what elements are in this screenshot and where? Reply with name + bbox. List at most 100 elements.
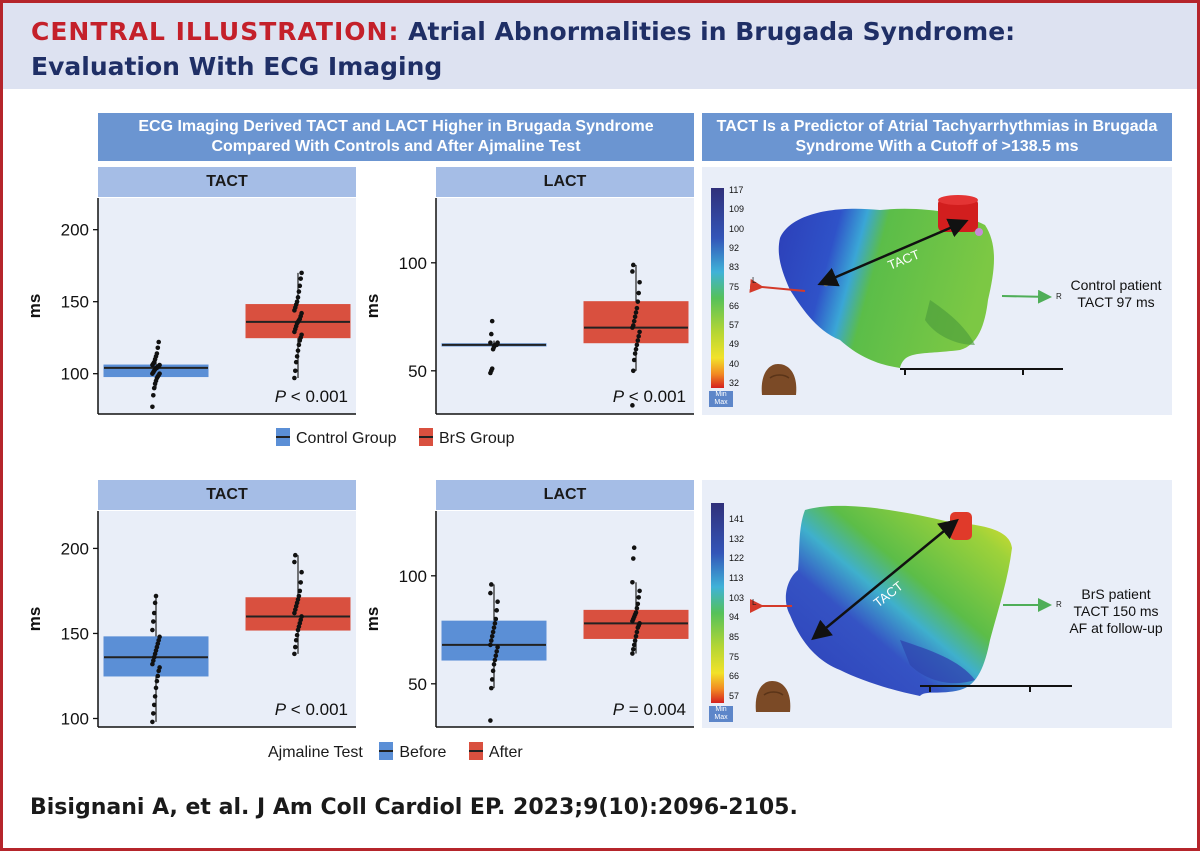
data-point-tact-groups: [294, 354, 300, 359]
data-point-lact-groups: [631, 357, 637, 363]
data-point-tact-ajmaline: [150, 627, 155, 633]
legend-label-control: Control Group: [296, 430, 397, 448]
data-point-tact-groups: [294, 299, 300, 304]
data-point-lact-ajmaline: [489, 633, 495, 639]
colorbar-tick-label: 92: [729, 242, 740, 253]
orientation-head-brs: [755, 681, 791, 712]
data-point-lact-ajmaline: [630, 579, 635, 585]
data-point-lact-groups: [636, 290, 641, 296]
legend-item-control: Control Group: [276, 428, 397, 448]
y-tick-label-tact-ajmaline: 150: [61, 624, 89, 643]
data-point-lact-ajmaline: [630, 651, 635, 656]
data-point-tact-ajmaline: [152, 600, 158, 606]
colorbar-tick-label: 49: [729, 339, 740, 350]
map-label-brs-line2: TACT 150 ms: [1073, 603, 1159, 619]
data-point-tact-groups: [292, 375, 297, 381]
facet-title-tact-groups: TACT: [98, 167, 356, 197]
colorbar-tick-label: 100: [729, 223, 745, 234]
title-text-line1: Atrial Abnormalities in Brugada Syndrome…: [408, 17, 1016, 46]
colorbar-tick-label: 75: [729, 281, 740, 292]
data-point-lact-groups: [489, 366, 495, 371]
data-point-tact-ajmaline: [155, 673, 161, 679]
colorbar-tick-label: 113: [729, 573, 744, 583]
data-point-tact-groups: [293, 359, 299, 365]
facet-title-lact-ajmaline: LACT: [436, 480, 694, 510]
map-label-brs: BrS patient TACT 150 ms AF at follow-up: [1062, 586, 1170, 637]
vena-cava-rim-control: [938, 195, 978, 205]
colorbar-tick-label: 122: [729, 553, 745, 564]
data-point-tact-ajmaline: [296, 593, 302, 599]
map-label-control: Control patient TACT 97 ms: [1062, 277, 1170, 311]
data-point-tact-groups: [299, 332, 304, 338]
data-point-tact-groups: [151, 385, 157, 391]
data-point-lact-ajmaline: [495, 599, 500, 605]
data-point-tact-groups: [297, 283, 303, 289]
data-point-tact-groups: [296, 289, 302, 294]
legend-key-brs: [418, 428, 433, 446]
y-tick-label-lact-groups: 50: [408, 362, 427, 381]
data-point-tact-ajmaline: [292, 651, 297, 657]
colorbar-tick-label: 83: [729, 262, 740, 273]
atrial-shade-brs: [900, 640, 975, 684]
data-point-lact-groups: [635, 299, 641, 304]
data-point-tact-ajmaline: [157, 665, 162, 670]
data-point-lact-groups: [632, 314, 638, 320]
data-point-tact-ajmaline: [153, 593, 159, 599]
data-point-lact-ajmaline: [488, 718, 493, 723]
data-point-lact-groups: [631, 368, 636, 374]
legend-label-before: Before: [399, 744, 447, 762]
data-point-lact-ajmaline: [495, 644, 500, 650]
map-label-control-line2: TACT 97 ms: [1077, 294, 1155, 310]
map-label-control-line1: Control patient: [1070, 277, 1162, 293]
data-point-lact-ajmaline: [631, 556, 636, 561]
data-point-tact-groups: [151, 392, 156, 398]
data-point-tact-ajmaline: [297, 588, 303, 594]
legend-key-after: [468, 742, 483, 760]
data-point-lact-ajmaline: [493, 653, 499, 659]
data-point-lact-groups: [631, 262, 636, 268]
y-tick-label-tact-ajmaline: 200: [61, 539, 89, 558]
colorbar-brs: [711, 503, 724, 703]
data-point-lact-ajmaline: [494, 649, 500, 654]
data-point-lact-ajmaline: [491, 662, 497, 667]
header-band: CENTRAL ILLUSTRATION: Atrial Abnormaliti…: [3, 3, 1197, 89]
atrial-shell-control: [778, 208, 994, 368]
citation: Bisignani A, et al. J Am Coll Cardiol EP…: [30, 795, 798, 820]
marker-violet-control: [975, 228, 983, 236]
legend-groups: Control Group BrS Group: [276, 428, 533, 448]
data-point-lact-ajmaline: [488, 642, 493, 648]
data-point-tact-ajmaline: [150, 719, 155, 725]
data-point-tact-groups: [295, 348, 301, 353]
data-point-tact-ajmaline: [299, 614, 304, 619]
boxplot-layer: 100 150 200 ms P < 0.001 50 100 ms P < 0.001 100 1…: [25, 198, 694, 728]
data-point-tact-ajmaline: [299, 569, 304, 575]
data-point-lact-groups: [630, 403, 635, 408]
right-panel-title: TACT Is a Predictor of Atrial Tachyarrhy…: [702, 113, 1172, 161]
colorbar-tick-label: 141: [729, 514, 745, 524]
data-point-lact-ajmaline: [637, 588, 642, 594]
legend-item-before: Before: [379, 742, 447, 762]
data-point-tact-groups: [296, 342, 302, 348]
data-point-tact-ajmaline: [152, 694, 158, 699]
y-axis-label-lact-ajmaline: ms: [363, 607, 382, 632]
data-point-lact-groups: [635, 338, 641, 343]
minmax-badge-control: Min Max: [709, 391, 733, 407]
data-point-lact-ajmaline: [633, 633, 639, 639]
right-marker-brs: R: [1056, 600, 1062, 609]
data-point-tact-ajmaline: [154, 678, 160, 684]
map-label-brs-line3: AF at follow-up: [1069, 620, 1163, 636]
legend-ajmaline: Ajmaline Test Before After: [268, 742, 541, 762]
facet-title-tact-ajmaline: TACT: [98, 480, 356, 510]
y-axis-label-tact-ajmaline: ms: [25, 607, 44, 632]
atrial-shell-brs: [785, 505, 1012, 696]
data-point-lact-ajmaline: [637, 621, 642, 626]
data-point-lact-groups: [634, 342, 640, 348]
legend-key-control: [276, 428, 290, 446]
y-tick-label-lact-groups: 100: [399, 254, 427, 273]
orientation-head-control: [761, 364, 797, 395]
data-point-lact-ajmaline: [490, 668, 496, 674]
y-tick-label-tact-groups: 200: [61, 221, 89, 240]
data-point-lact-ajmaline: [634, 605, 640, 611]
y-tick-label-lact-ajmaline: 100: [399, 567, 427, 586]
data-point-lact-groups: [633, 310, 639, 315]
